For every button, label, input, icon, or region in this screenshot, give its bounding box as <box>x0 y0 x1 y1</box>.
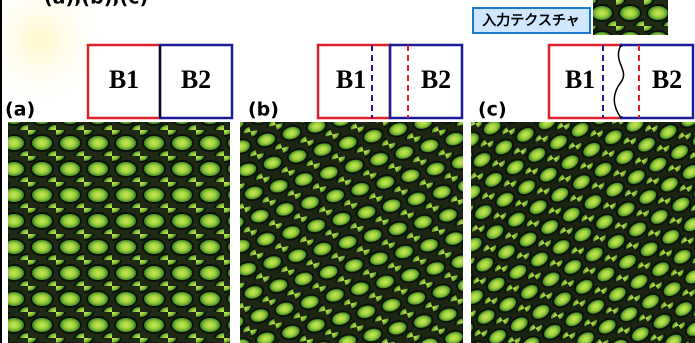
header-text: (a),(b),(c) <box>44 0 148 9</box>
block-label: B1 <box>565 65 595 94</box>
decoration <box>0 0 110 110</box>
block-label: B2 <box>181 65 211 94</box>
block-label: B2 <box>421 65 451 94</box>
block-label: B2 <box>652 65 682 94</box>
texture-result <box>471 122 695 343</box>
input-texture <box>593 0 668 35</box>
panel-label: (b) <box>248 99 279 121</box>
texture-result <box>8 122 230 343</box>
input-label: 入力テクスチャ <box>482 12 579 29</box>
panel-label: (c) <box>478 99 507 121</box>
block-label: B1 <box>109 65 139 94</box>
panel-label: (a) <box>5 99 35 121</box>
diagram: (a),(b),(c) 入力テクスチャ B1 B2 (a) B1 B2 (b) … <box>0 0 695 343</box>
texture-result <box>240 122 463 343</box>
frame-left <box>0 0 2 343</box>
figure: (a),(b),(c) 入力テクスチャ B1 B2 (a) B1 B2 (b) … <box>0 0 695 343</box>
block-label: B1 <box>336 65 366 94</box>
